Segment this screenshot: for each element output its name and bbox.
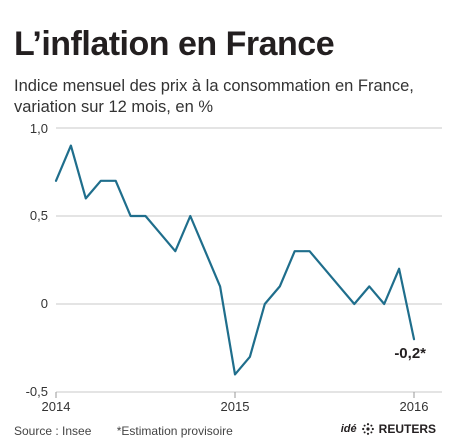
y-tick-label: -0,5: [26, 384, 48, 399]
x-tick-label: 2016: [400, 399, 429, 414]
brand-name: REUTERS: [378, 422, 436, 436]
x-tick-label: 2015: [221, 399, 250, 414]
x-tick-label: 2014: [42, 399, 71, 414]
source-note: Source : Insee: [14, 424, 92, 438]
graphics-credit: idé: [340, 423, 357, 435]
y-axis-ticks: 1,0 0,5 0 -0,5: [26, 121, 48, 399]
y-tick-label: 0,5: [30, 208, 48, 223]
subtitle-line-1: Indice mensuel des prix à la consommatio…: [14, 77, 414, 95]
annotations-layer: -0,2*: [394, 345, 426, 362]
series-line: [54, 144, 416, 376]
chart-title: L’inflation en France: [14, 25, 335, 63]
last-value-label: -0,2*: [394, 345, 426, 362]
footer-notes: Source : Insee *Estimation provisoire: [14, 424, 255, 438]
estimate-note: *Estimation provisoire: [116, 424, 233, 438]
reuters-logo-icon: [361, 423, 374, 435]
subtitle-line-2: variation sur 12 mois, en %: [14, 98, 214, 116]
y-tick-label: 0: [41, 296, 48, 311]
series-layer: [54, 144, 416, 376]
gridlines: [55, 127, 442, 398]
chart-subtitle: Indice mensuel des prix à la consommatio…: [14, 76, 444, 118]
x-axis-ticks: 2014 2015 2016: [42, 399, 429, 414]
y-tick-label: 1,0: [30, 121, 48, 136]
reuters-credit: idé REUTERS: [341, 422, 436, 436]
